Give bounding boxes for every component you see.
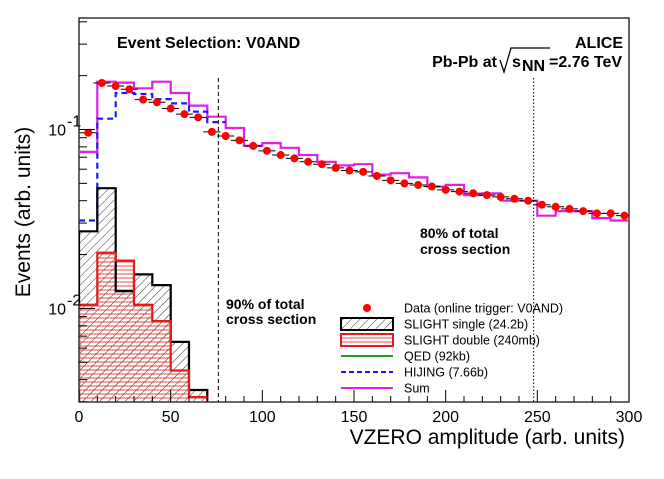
data-point-26 (441, 185, 450, 194)
data-point-11 (235, 136, 244, 145)
data-point-16 (304, 157, 313, 166)
data-point-2 (111, 82, 120, 91)
data-point-7 (180, 110, 189, 119)
data-point-12 (249, 141, 258, 150)
data-point-35 (565, 204, 574, 213)
data-point-9 (207, 127, 216, 136)
data-point-5 (152, 98, 161, 107)
y-axis-label: Events (arb. units) (12, 127, 35, 297)
event-selection-title: Event Selection: V0AND (117, 35, 300, 52)
y-tick-exp-1: -1 (67, 114, 81, 131)
data-point-13 (262, 146, 271, 155)
system-label: Pb-Pb at (432, 54, 498, 71)
data-point-25 (427, 182, 436, 191)
x-axis: 0 50 100 150 200 250 300 (75, 390, 643, 426)
data-point-36 (579, 207, 588, 216)
experiment-label: ALICE (575, 35, 623, 52)
data-point-6 (166, 104, 175, 113)
data-point-22 (386, 176, 395, 185)
legend-marker-0 (363, 304, 371, 312)
data-point-28 (469, 189, 478, 198)
svg-text:s: s (512, 54, 521, 71)
data-point-21 (372, 171, 381, 180)
y-tick-label-1: 10 (48, 123, 66, 140)
legend-box-2 (340, 333, 394, 347)
data-point-17 (317, 160, 326, 169)
annotation-80-line2: cross section (420, 241, 510, 257)
data-point-20 (359, 167, 368, 176)
data-point-32 (524, 196, 533, 205)
data-point-23 (400, 179, 409, 188)
data-point-33 (537, 200, 546, 209)
data-point-14 (276, 151, 285, 160)
data-point-18 (331, 163, 340, 172)
x-tick-label-4: 200 (432, 409, 459, 426)
data-points (79, 78, 629, 220)
data-point-4 (139, 95, 148, 104)
x-tick-label-0: 0 (75, 409, 84, 426)
slight-double-hatch (79, 252, 208, 402)
data-point-30 (496, 192, 505, 201)
annotation-80-line1: 80% of total (420, 225, 499, 241)
data-point-15 (290, 154, 299, 163)
x-tick-label-2: 100 (249, 409, 276, 426)
hatch-fills (79, 188, 208, 402)
legend: Data (online trigger: V0AND) SLIGHT singl… (340, 302, 563, 396)
data-point-38 (606, 209, 615, 218)
y-tick-label-0: 10 (48, 301, 66, 318)
legend-box-1 (340, 317, 394, 331)
data-point-39 (620, 211, 629, 220)
data-point-29 (482, 191, 491, 200)
legend-entry-1: SLIGHT single (24.2b) (340, 317, 528, 332)
x-tick-label-6: 300 (616, 409, 643, 426)
data-point-3 (125, 85, 134, 94)
hist-hijing-3 (79, 91, 226, 222)
legend-entry-3: QED (92kb) (341, 350, 470, 364)
sqrt-snn-symbol: s NN (499, 47, 550, 75)
hist-slight-0 (79, 187, 209, 402)
energy-label: =2.76 TeV (549, 54, 622, 71)
data-point-19 (345, 166, 354, 175)
legend-entry-5: Sum (341, 382, 430, 396)
data-point-31 (510, 194, 519, 203)
threshold-lines (217, 78, 535, 402)
x-tick-label-1: 50 (162, 409, 180, 426)
data-point-27 (455, 187, 464, 196)
legend-label-3: QED (92kb) (404, 350, 470, 364)
legend-label-1: SLIGHT single (24.2b) (404, 318, 528, 332)
legend-label-0: Data (online trigger: V0AND) (404, 302, 563, 316)
y-tick-exp-0: -2 (67, 292, 81, 309)
legend-entry-4: HIJING (7.66b) (341, 366, 488, 380)
data-point-37 (592, 209, 601, 218)
legend-label-5: Sum (404, 382, 430, 396)
data-point-0 (84, 128, 93, 137)
annotation-90-line2: cross section (226, 311, 316, 327)
data-point-1 (97, 78, 106, 87)
data-point-34 (551, 202, 560, 211)
legend-label-4: HIJING (7.66b) (404, 366, 488, 380)
data-point-10 (221, 131, 230, 140)
legend-label-2: SLIGHT double (240mb) (404, 334, 540, 348)
x-tick-label-5: 250 (524, 409, 551, 426)
legend-entry-2: SLIGHT double (240mb) (340, 333, 540, 348)
x-axis-label: VZERO amplitude (arb. units) (350, 426, 625, 449)
data-point-8 (194, 113, 203, 122)
annotation-90-line1: 90% of total (226, 296, 305, 312)
svg-text:NN: NN (522, 58, 545, 75)
legend-entry-0: Data (online trigger: V0AND) (363, 302, 563, 316)
hist-slight-1 (79, 251, 209, 402)
y-axis: 10-210-1 (48, 21, 95, 403)
x-tick-label-3: 150 (341, 409, 368, 426)
data-point-24 (414, 180, 423, 189)
